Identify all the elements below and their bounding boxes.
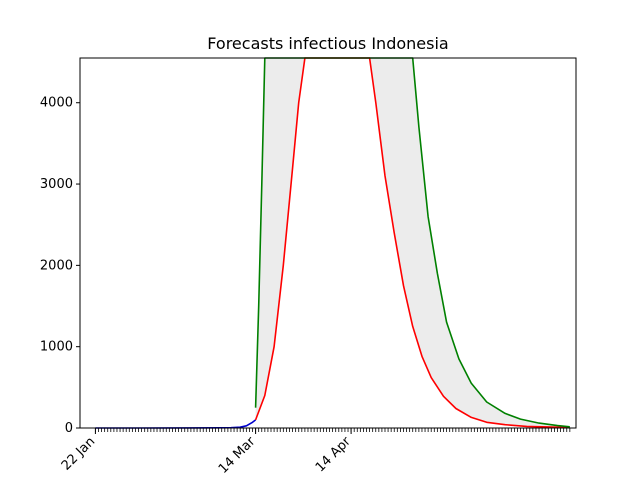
y-tick-label: 2000	[40, 258, 73, 273]
series-line-red	[254, 57, 570, 429]
plot-frame	[79, 57, 577, 429]
chart-title: Forecasts infectious Indonesia	[207, 34, 448, 53]
y-tick-label: 0	[65, 421, 73, 436]
series-line-green	[254, 57, 570, 428]
y-tick-label: 1000	[40, 340, 73, 355]
y-tick-label: 4000	[40, 96, 73, 111]
forecast-band-area	[255, 58, 570, 428]
y-tick-label: 3000	[40, 177, 73, 192]
forecast-band	[255, 58, 570, 428]
